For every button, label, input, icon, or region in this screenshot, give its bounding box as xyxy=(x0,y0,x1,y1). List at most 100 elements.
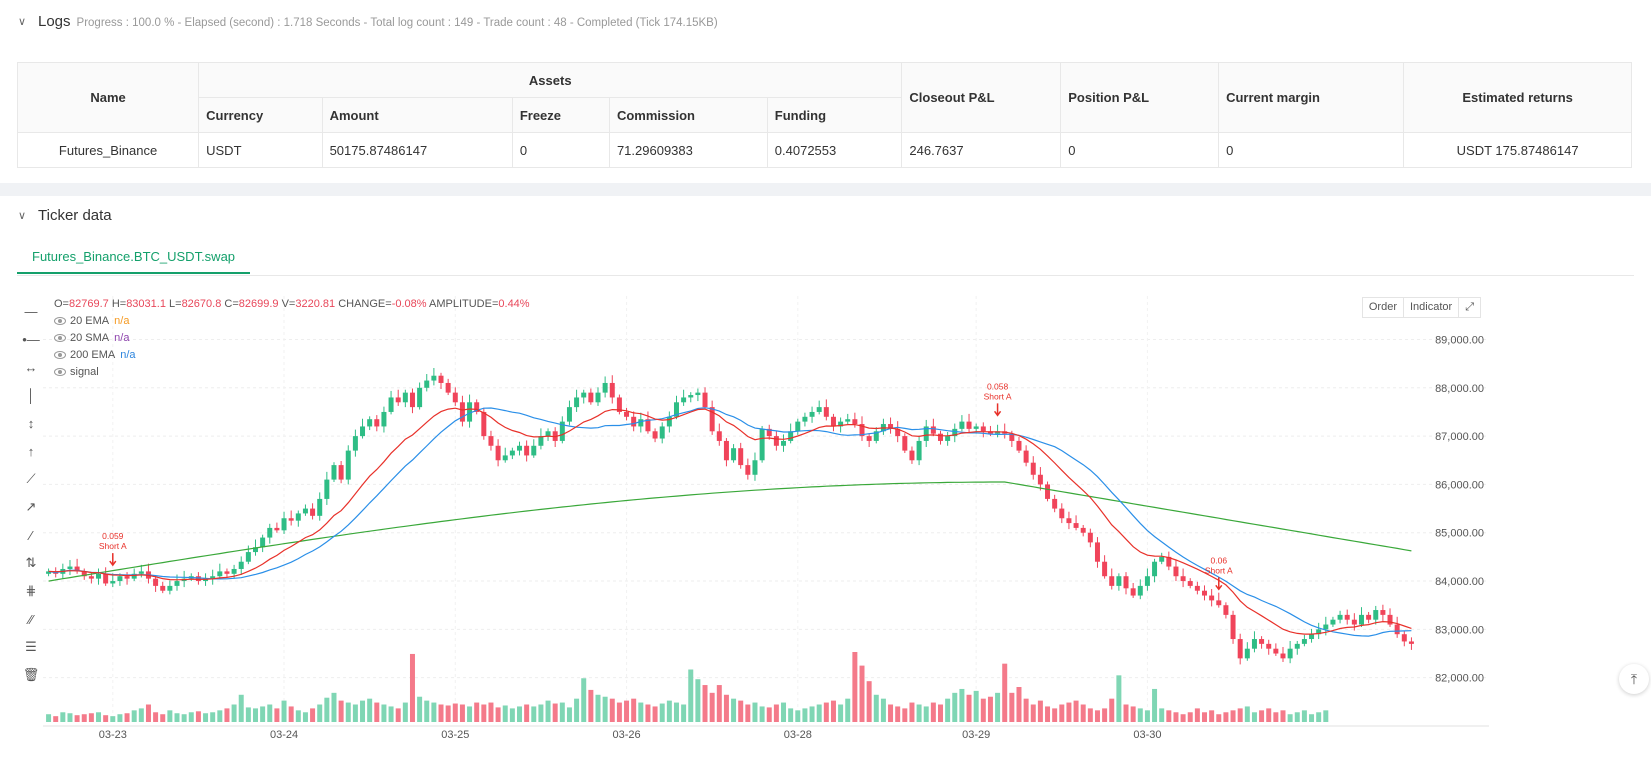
volume-bar xyxy=(46,714,52,722)
drawing-toolbar: — •— ↔ │ ↕ ↑ ⟋ ↗ ∕ ⇅ ⋕ ⁄⁄ ☰ 🗑 xyxy=(20,297,42,689)
candle-body xyxy=(424,380,430,388)
candle-body xyxy=(281,518,287,531)
candle-body xyxy=(267,527,273,538)
y-tick-label: 86,000.00 xyxy=(1435,479,1484,491)
volume-bar xyxy=(1244,706,1250,722)
volume-bar xyxy=(274,708,280,722)
legend-ema20[interactable]: 20 EMA n/a xyxy=(54,315,129,327)
volume-bar xyxy=(1109,698,1115,722)
volume-bar xyxy=(195,711,201,722)
eye-icon[interactable] xyxy=(54,317,66,325)
volume-bar xyxy=(459,704,465,722)
indicator-button[interactable]: Indicator xyxy=(1402,297,1460,318)
chevron-down-icon[interactable]: ∨ xyxy=(18,209,27,222)
cell-currency: USDT xyxy=(198,132,323,168)
horizontal-segment-icon[interactable]: ↔ xyxy=(24,359,38,375)
candle-body xyxy=(781,440,787,446)
candle-body xyxy=(224,571,230,574)
eye-icon[interactable] xyxy=(54,334,66,342)
volume-bar xyxy=(1259,710,1265,722)
vertical-segment-icon[interactable]: ↕ xyxy=(27,415,35,431)
candle-body xyxy=(695,392,701,396)
candle-body xyxy=(110,581,116,584)
volume-bar xyxy=(895,706,901,722)
scroll-to-top-button[interactable]: ⤒ xyxy=(1619,664,1649,694)
candle-body xyxy=(252,547,258,553)
trash-icon[interactable]: 🗑 xyxy=(22,667,40,682)
candle-body xyxy=(1301,639,1307,644)
volume-bar xyxy=(124,713,130,722)
volume-bar xyxy=(745,704,751,722)
horizontal-line-icon[interactable]: — xyxy=(24,303,38,319)
fibonacci-icon[interactable]: ☰ xyxy=(25,639,37,654)
vertical-line-icon[interactable]: │ xyxy=(26,387,36,403)
x-tick-label: 03-23 xyxy=(99,729,127,741)
volume-bar xyxy=(652,706,658,722)
volume-bar xyxy=(310,708,316,722)
candle-body xyxy=(481,411,487,437)
candlestick-chart[interactable]: 82,000.00 83,000.00 84,000.00 85,000.00 86,0… xyxy=(43,296,1489,776)
candle-body xyxy=(1216,600,1222,606)
candle-body xyxy=(338,465,344,480)
volume-bar xyxy=(360,700,366,722)
candle-body xyxy=(538,436,544,446)
segment-icon[interactable]: ∕ xyxy=(29,527,33,543)
legend-ema200[interactable]: 200 EMA n/a xyxy=(54,349,136,361)
legend-signal[interactable]: signal xyxy=(54,366,99,378)
candle-body xyxy=(788,431,794,441)
candle-body xyxy=(131,573,137,579)
candle-body xyxy=(1294,643,1300,649)
candle-body xyxy=(681,397,687,403)
tab-btc-usdt-swap[interactable]: Futures_Binance.BTC_USDT.swap xyxy=(17,240,251,274)
logs-status: Progress : 100.0 % - Elapsed (second) : … xyxy=(76,16,718,29)
volume-bar xyxy=(1002,663,1008,722)
candle-body xyxy=(995,431,1001,434)
th-name: Name xyxy=(16,62,200,133)
horizontal-ray-icon[interactable]: •— xyxy=(22,331,40,347)
volume-bar xyxy=(203,713,209,722)
vertical-ray-icon[interactable]: ↑ xyxy=(27,443,35,459)
volume-bar xyxy=(1045,706,1051,722)
candle-body xyxy=(245,552,251,562)
volume-bar xyxy=(1052,708,1058,722)
candle-body xyxy=(923,426,929,441)
volume-bar xyxy=(766,707,772,722)
candle-body xyxy=(502,455,508,461)
candle-body xyxy=(859,424,865,437)
candle-body xyxy=(937,433,943,441)
price-line-icon[interactable]: ⇅ xyxy=(25,555,37,570)
volume-bar xyxy=(902,708,908,722)
candle-body xyxy=(345,450,351,480)
ticker-header[interactable]: ∨ Ticker data xyxy=(18,207,112,224)
ticker-title: Ticker data xyxy=(38,207,112,224)
fib-lines-icon[interactable]: ⁄⁄ xyxy=(28,611,34,627)
fullscreen-icon[interactable]: ⤢ xyxy=(1458,297,1481,318)
logs-header[interactable]: ∨ Logs Progress : 100.0 % - Elapsed (sec… xyxy=(18,13,718,30)
candle-body xyxy=(374,419,380,427)
volume-bar xyxy=(331,692,337,722)
signal-text-label: Short A xyxy=(984,391,1012,401)
candle-body xyxy=(531,445,537,456)
candle-body xyxy=(731,448,737,461)
volume-bar xyxy=(245,707,251,722)
volume-bar xyxy=(802,708,808,722)
candle-body xyxy=(445,382,451,393)
volume-bar xyxy=(1309,714,1315,722)
candle-body xyxy=(167,585,173,591)
volume-bar xyxy=(53,716,59,722)
volume-bar xyxy=(74,715,80,722)
candle-body xyxy=(1387,614,1393,625)
eye-icon[interactable] xyxy=(54,351,66,359)
trend-ray-icon[interactable]: ↗ xyxy=(25,499,37,514)
candle-body xyxy=(74,566,80,572)
volume-bar xyxy=(388,706,394,722)
parallel-channel-icon[interactable]: ⋕ xyxy=(25,583,37,598)
eye-icon[interactable] xyxy=(54,368,66,376)
cell-freeze: 0 xyxy=(511,132,610,168)
candle-body xyxy=(1194,585,1200,591)
chevron-down-icon[interactable]: ∨ xyxy=(18,15,27,28)
order-button[interactable]: Order xyxy=(1361,297,1404,318)
volume-bar xyxy=(345,702,351,722)
legend-sma20[interactable]: 20 SMA n/a xyxy=(54,332,129,344)
trend-line-icon[interactable]: ⟋ xyxy=(26,471,36,486)
